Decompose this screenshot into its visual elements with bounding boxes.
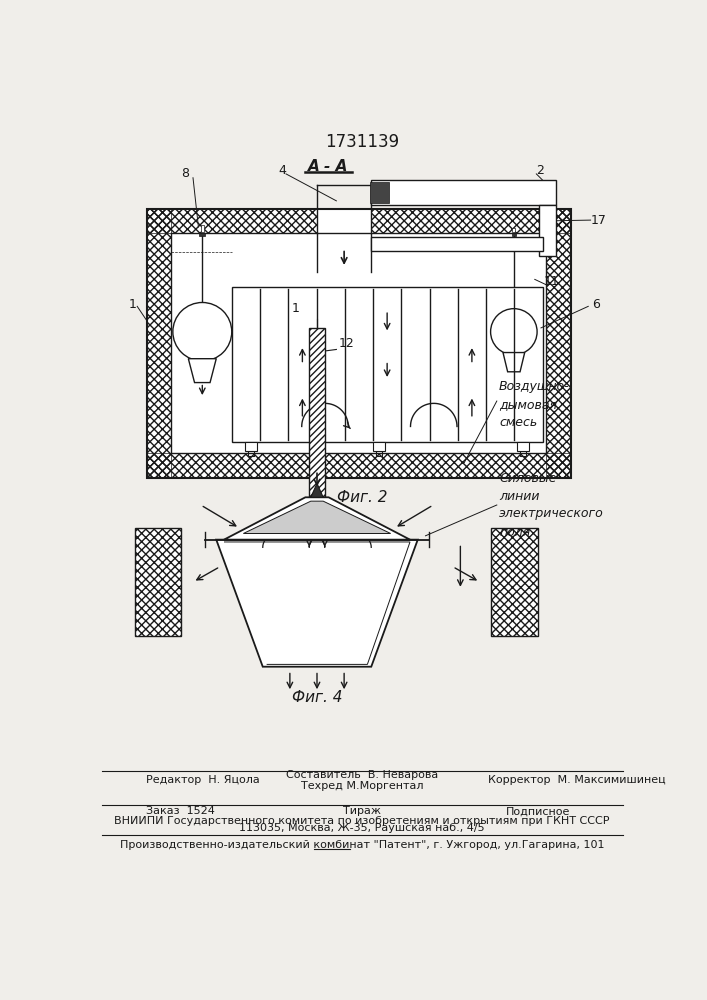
Bar: [512, 233, 516, 235]
Polygon shape: [216, 540, 418, 667]
Bar: [199, 233, 206, 235]
Bar: [309, 328, 325, 497]
Bar: [146, 453, 571, 478]
Polygon shape: [224, 497, 410, 540]
Text: Тираж: Тираж: [343, 806, 381, 816]
Bar: [539, 205, 556, 256]
Bar: [135, 528, 182, 636]
Text: А - А: А - А: [308, 159, 349, 174]
Polygon shape: [503, 353, 525, 372]
Bar: [371, 180, 556, 205]
Circle shape: [173, 302, 232, 361]
Text: 17: 17: [590, 214, 607, 227]
Text: Составитель  В. Неварова: Составитель В. Неварова: [286, 770, 438, 780]
Text: 1: 1: [129, 298, 136, 311]
Text: 1731139: 1731139: [325, 133, 399, 151]
Text: Техред М.Моргентал: Техред М.Моргентал: [300, 781, 423, 791]
Bar: [517, 442, 530, 451]
Text: Заказ  1524: Заказ 1524: [146, 806, 216, 816]
Bar: [232, 287, 542, 442]
Bar: [371, 209, 571, 233]
Text: 4: 4: [278, 164, 286, 177]
Text: Производственно-издательский комбинат "Патент", г. Ужгород, ул.Гагарина, 101: Производственно-издательский комбинат "П…: [119, 840, 604, 850]
Bar: [373, 442, 385, 451]
Text: Фиг. 4: Фиг. 4: [292, 690, 342, 705]
Bar: [146, 209, 171, 478]
Text: 6: 6: [592, 298, 600, 311]
Text: Подписное: Подписное: [506, 806, 570, 816]
Text: Корректор  М. Максимишинец: Корректор М. Максимишинец: [488, 775, 665, 785]
Bar: [146, 209, 571, 478]
Bar: [146, 209, 317, 233]
Polygon shape: [188, 359, 216, 383]
Text: 2: 2: [537, 164, 544, 177]
Text: Фиг. 2: Фиг. 2: [337, 490, 387, 505]
Text: 8: 8: [181, 167, 189, 180]
Bar: [370, 182, 389, 203]
Text: 11: 11: [544, 275, 560, 288]
Polygon shape: [243, 501, 391, 533]
Bar: [513, 228, 515, 232]
Text: Воздушно-
дымовая
смесь: Воздушно- дымовая смесь: [499, 380, 570, 429]
Text: Редактор  Н. Яцола: Редактор Н. Яцола: [146, 775, 260, 785]
Bar: [201, 225, 204, 232]
Text: 1: 1: [291, 302, 299, 316]
Text: Силовые
линии
электрического
поля: Силовые линии электрического поля: [499, 472, 604, 538]
Bar: [245, 442, 257, 451]
Text: ВНИИПИ Государственного комитета по изобретениям и открытиям при ГКНТ СССР: ВНИИПИ Государственного комитета по изоб…: [115, 816, 609, 826]
Bar: [491, 528, 538, 636]
Bar: [547, 209, 571, 478]
Circle shape: [491, 309, 537, 355]
Bar: [371, 237, 542, 251]
Text: 12: 12: [339, 337, 354, 350]
Polygon shape: [311, 483, 323, 497]
Text: 113035, Москва, Ж-35, Раушская наб., 4/5: 113035, Москва, Ж-35, Раушская наб., 4/5: [239, 823, 485, 833]
